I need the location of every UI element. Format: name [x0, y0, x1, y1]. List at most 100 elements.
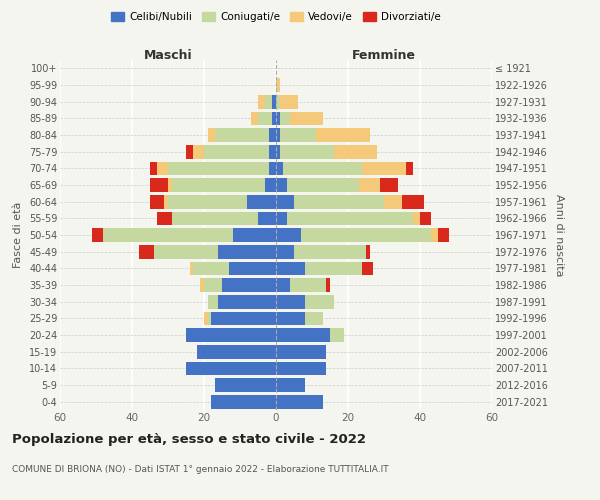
- Bar: [438, 228, 449, 242]
- Bar: [204, 312, 208, 325]
- Bar: [276, 262, 305, 275]
- Bar: [247, 195, 276, 208]
- Bar: [276, 195, 294, 208]
- Bar: [269, 162, 276, 175]
- Bar: [294, 245, 366, 258]
- Bar: [280, 145, 334, 158]
- Bar: [272, 95, 276, 108]
- Bar: [290, 278, 326, 292]
- Bar: [168, 162, 269, 175]
- Legend: Celibi/Nubili, Coniugati/e, Vedovi/e, Divorziati/e: Celibi/Nubili, Coniugati/e, Vedovi/e, Di…: [107, 8, 445, 26]
- Bar: [150, 195, 164, 208]
- Bar: [204, 145, 269, 158]
- Bar: [193, 145, 204, 158]
- Bar: [280, 128, 316, 142]
- Bar: [276, 295, 305, 308]
- Bar: [215, 378, 276, 392]
- Bar: [258, 112, 272, 125]
- Bar: [208, 312, 211, 325]
- Bar: [276, 312, 305, 325]
- Bar: [305, 262, 362, 275]
- Bar: [186, 362, 276, 375]
- Bar: [211, 312, 276, 325]
- Bar: [305, 295, 334, 308]
- Bar: [290, 112, 323, 125]
- Bar: [150, 162, 157, 175]
- Bar: [326, 278, 330, 292]
- Bar: [362, 162, 406, 175]
- Bar: [380, 178, 398, 192]
- Bar: [265, 95, 272, 108]
- Bar: [139, 245, 154, 258]
- Bar: [265, 178, 276, 192]
- Bar: [276, 95, 280, 108]
- Bar: [168, 178, 172, 192]
- Bar: [276, 78, 280, 92]
- Bar: [157, 212, 172, 225]
- Bar: [233, 228, 276, 242]
- Bar: [420, 212, 431, 225]
- Bar: [258, 212, 276, 225]
- Bar: [276, 178, 287, 192]
- Bar: [280, 95, 298, 108]
- Bar: [384, 195, 402, 208]
- Bar: [280, 112, 290, 125]
- Y-axis label: Fasce di età: Fasce di età: [13, 202, 23, 268]
- Bar: [276, 328, 330, 342]
- Bar: [276, 145, 280, 158]
- Text: Femmine: Femmine: [352, 48, 416, 62]
- Bar: [204, 278, 222, 292]
- Bar: [366, 245, 370, 258]
- Bar: [287, 178, 359, 192]
- Bar: [218, 245, 276, 258]
- Bar: [269, 145, 276, 158]
- Bar: [276, 228, 301, 242]
- Bar: [215, 128, 269, 142]
- Bar: [334, 145, 377, 158]
- Bar: [287, 212, 413, 225]
- Bar: [92, 228, 103, 242]
- Bar: [272, 112, 276, 125]
- Bar: [172, 178, 265, 192]
- Bar: [190, 262, 193, 275]
- Bar: [276, 345, 326, 358]
- Text: Popolazione per età, sesso e stato civile - 2022: Popolazione per età, sesso e stato civil…: [12, 432, 366, 446]
- Bar: [229, 262, 276, 275]
- Bar: [186, 328, 276, 342]
- Bar: [276, 112, 280, 125]
- Bar: [218, 295, 276, 308]
- Bar: [211, 395, 276, 408]
- Bar: [200, 278, 204, 292]
- Bar: [208, 295, 218, 308]
- Bar: [276, 378, 305, 392]
- Bar: [186, 145, 193, 158]
- Bar: [208, 128, 215, 142]
- Bar: [330, 328, 344, 342]
- Bar: [222, 278, 276, 292]
- Bar: [316, 128, 370, 142]
- Bar: [276, 245, 294, 258]
- Bar: [276, 395, 323, 408]
- Bar: [305, 312, 323, 325]
- Text: COMUNE DI BRIONA (NO) - Dati ISTAT 1° gennaio 2022 - Elaborazione TUTTITALIA.IT: COMUNE DI BRIONA (NO) - Dati ISTAT 1° ge…: [12, 466, 389, 474]
- Bar: [193, 262, 229, 275]
- Bar: [157, 162, 168, 175]
- Text: Maschi: Maschi: [143, 48, 193, 62]
- Bar: [276, 278, 290, 292]
- Bar: [431, 228, 438, 242]
- Bar: [276, 212, 287, 225]
- Bar: [103, 228, 233, 242]
- Bar: [283, 162, 362, 175]
- Bar: [276, 128, 280, 142]
- Bar: [150, 178, 168, 192]
- Bar: [294, 195, 384, 208]
- Bar: [251, 112, 258, 125]
- Bar: [402, 195, 424, 208]
- Bar: [301, 228, 431, 242]
- Bar: [172, 212, 258, 225]
- Bar: [413, 212, 420, 225]
- Bar: [258, 95, 265, 108]
- Bar: [276, 162, 283, 175]
- Bar: [276, 362, 326, 375]
- Bar: [359, 178, 380, 192]
